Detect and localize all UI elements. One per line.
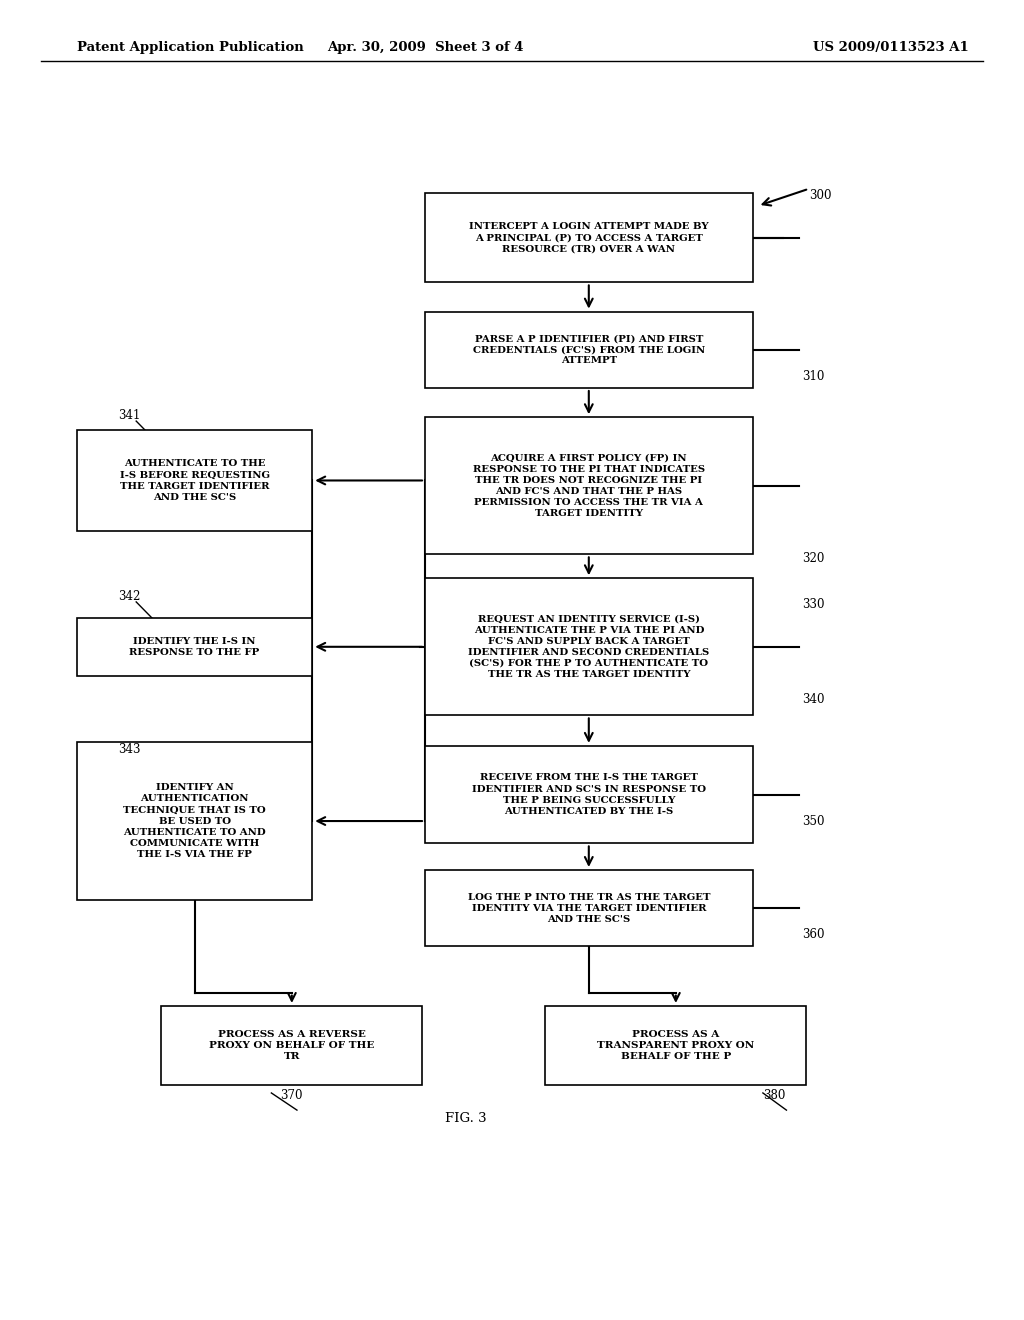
Text: 350: 350 (802, 814, 824, 828)
Text: 300: 300 (809, 189, 831, 202)
Text: PROCESS AS A
TRANSPARENT PROXY ON
BEHALF OF THE P: PROCESS AS A TRANSPARENT PROXY ON BEHALF… (597, 1030, 755, 1061)
Text: PROCESS AS A REVERSE
PROXY ON BEHALF OF THE
TR: PROCESS AS A REVERSE PROXY ON BEHALF OF … (209, 1030, 375, 1061)
Text: 360: 360 (802, 928, 824, 941)
Text: 330: 330 (802, 598, 824, 611)
Text: REQUEST AN IDENTITY SERVICE (I-S)
AUTHENTICATE THE P VIA THE PI AND
FC'S AND SUP: REQUEST AN IDENTITY SERVICE (I-S) AUTHEN… (468, 615, 710, 678)
FancyBboxPatch shape (77, 430, 312, 531)
Text: 380: 380 (763, 1089, 785, 1102)
Text: 370: 370 (281, 1089, 303, 1102)
FancyBboxPatch shape (425, 417, 753, 554)
Text: IDENTIFY AN
AUTHENTICATION
TECHNIQUE THAT IS TO
BE USED TO
AUTHENTICATE TO AND
C: IDENTIFY AN AUTHENTICATION TECHNIQUE THA… (123, 783, 266, 859)
Text: 342: 342 (118, 590, 140, 603)
Text: IDENTIFY THE I-S IN
RESPONSE TO THE FP: IDENTIFY THE I-S IN RESPONSE TO THE FP (129, 636, 260, 657)
Text: 310: 310 (802, 370, 824, 383)
FancyBboxPatch shape (77, 742, 312, 900)
Text: 340: 340 (802, 693, 824, 706)
Text: AUTHENTICATE TO THE
I-S BEFORE REQUESTING
THE TARGET IDENTIFIER
AND THE SC'S: AUTHENTICATE TO THE I-S BEFORE REQUESTIN… (120, 459, 269, 502)
FancyBboxPatch shape (425, 870, 753, 946)
FancyBboxPatch shape (425, 312, 753, 388)
Text: US 2009/0113523 A1: US 2009/0113523 A1 (813, 41, 969, 54)
Text: FIG. 3: FIG. 3 (445, 1111, 486, 1125)
Text: RECEIVE FROM THE I-S THE TARGET
IDENTIFIER AND SC'S IN RESPONSE TO
THE P BEING S: RECEIVE FROM THE I-S THE TARGET IDENTIFI… (472, 774, 706, 816)
FancyBboxPatch shape (545, 1006, 807, 1085)
Text: INTERCEPT A LOGIN ATTEMPT MADE BY
A PRINCIPAL (P) TO ACCESS A TARGET
RESOURCE (T: INTERCEPT A LOGIN ATTEMPT MADE BY A PRIN… (469, 222, 709, 253)
FancyBboxPatch shape (425, 578, 753, 715)
FancyBboxPatch shape (77, 618, 312, 676)
FancyBboxPatch shape (425, 746, 753, 843)
FancyBboxPatch shape (161, 1006, 422, 1085)
Text: LOG THE P INTO THE TR AS THE TARGET
IDENTITY VIA THE TARGET IDENTIFIER
AND THE S: LOG THE P INTO THE TR AS THE TARGET IDEN… (468, 892, 710, 924)
FancyBboxPatch shape (425, 193, 753, 282)
Text: ACQUIRE A FIRST POLICY (FP) IN
RESPONSE TO THE PI THAT INDICATES
THE TR DOES NOT: ACQUIRE A FIRST POLICY (FP) IN RESPONSE … (473, 454, 705, 517)
Text: Apr. 30, 2009  Sheet 3 of 4: Apr. 30, 2009 Sheet 3 of 4 (327, 41, 523, 54)
Text: Patent Application Publication: Patent Application Publication (77, 41, 303, 54)
Text: 343: 343 (118, 743, 140, 756)
Text: 320: 320 (802, 552, 824, 565)
Text: 341: 341 (118, 409, 140, 422)
Text: PARSE A P IDENTIFIER (PI) AND FIRST
CREDENTIALS (FC'S) FROM THE LOGIN
ATTEMPT: PARSE A P IDENTIFIER (PI) AND FIRST CRED… (473, 334, 705, 366)
